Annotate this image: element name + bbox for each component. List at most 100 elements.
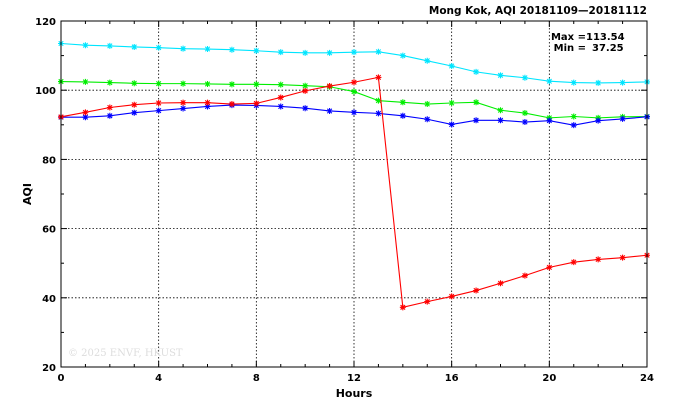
data-point (546, 264, 553, 271)
data-point (546, 117, 553, 124)
data-point (180, 105, 187, 112)
data-point (155, 44, 162, 51)
data-point (424, 298, 431, 305)
data-point (155, 107, 162, 114)
data-point (180, 99, 187, 106)
data-point (277, 103, 284, 110)
data-point (204, 46, 211, 53)
data-point (473, 117, 480, 124)
data-point (351, 49, 357, 56)
data-point (131, 101, 138, 108)
chart-title: Mong Kok, AQI 20181109—20181112 (429, 5, 647, 17)
data-point (302, 87, 309, 94)
data-point (424, 101, 431, 108)
data-point (351, 79, 357, 86)
data-point (424, 57, 431, 64)
data-point (375, 110, 382, 117)
y-tick-label: 60 (42, 225, 56, 236)
x-tick-label: 16 (445, 373, 459, 384)
y-tick-label: 120 (35, 17, 56, 28)
data-point (375, 97, 382, 104)
x-tick-label: 8 (253, 373, 260, 384)
data-point (521, 74, 528, 81)
data-point (302, 49, 309, 56)
data-point (131, 80, 138, 87)
y-tick-label: 100 (35, 86, 56, 97)
data-point (277, 94, 284, 101)
data-point (570, 122, 577, 129)
data-point (82, 78, 89, 85)
max-label: Max = (551, 32, 586, 43)
data-point (546, 78, 553, 85)
data-point (619, 115, 626, 122)
data-point (570, 113, 577, 120)
data-point (253, 100, 260, 107)
y-tick-label: 80 (42, 155, 56, 166)
data-point (106, 79, 113, 86)
data-point (521, 110, 528, 117)
data-point (204, 99, 211, 106)
data-point (253, 47, 260, 54)
data-point (595, 79, 602, 86)
data-point (326, 49, 333, 56)
data-point (131, 43, 138, 50)
data-point (473, 68, 480, 75)
axis-ticks: 0 4 8 12 16 20 24 20 40 60 80 100 120 (35, 17, 654, 384)
data-point (106, 112, 113, 119)
plot-grid (61, 21, 647, 367)
y-tick-label: 40 (42, 294, 56, 305)
data-point (155, 80, 162, 87)
data-point (570, 79, 577, 86)
data-point (448, 293, 455, 300)
series-layer (58, 40, 650, 311)
x-tick-label: 24 (640, 373, 654, 384)
data-point (82, 42, 89, 49)
data-point (302, 105, 309, 112)
data-point (375, 48, 382, 55)
x-tick-label: 0 (58, 373, 65, 384)
data-point (497, 72, 504, 79)
data-point (619, 79, 626, 86)
data-point (595, 256, 602, 263)
data-point (106, 104, 113, 111)
series-3 (58, 74, 650, 311)
data-point (497, 117, 504, 124)
data-point (595, 117, 602, 124)
data-point (228, 81, 235, 88)
y-axis-label: AQI (21, 183, 34, 205)
data-point (521, 119, 528, 126)
data-point (448, 62, 455, 69)
data-point (302, 82, 309, 89)
data-point (473, 287, 480, 294)
x-axis-label: Hours (336, 387, 373, 400)
data-point (399, 99, 406, 106)
data-point (228, 46, 235, 53)
data-point (399, 52, 406, 59)
data-point (448, 100, 455, 107)
data-point (131, 109, 138, 116)
data-point (351, 109, 357, 116)
data-point (399, 112, 406, 119)
data-point (180, 45, 187, 52)
data-point (448, 121, 455, 128)
data-point (473, 99, 480, 106)
data-point (399, 304, 406, 311)
data-point (497, 280, 504, 287)
data-point (277, 81, 284, 88)
data-point (106, 42, 113, 49)
data-point (82, 109, 89, 116)
x-tick-label: 4 (155, 373, 162, 384)
data-point (253, 81, 260, 88)
min-value: 37.25 (592, 43, 624, 54)
x-tick-label: 20 (542, 373, 556, 384)
x-tick-label: 12 (347, 373, 361, 384)
data-point (155, 100, 162, 107)
data-point (497, 107, 504, 114)
data-point (204, 103, 211, 110)
watermark: © 2025 ENVF, HKUST (68, 348, 183, 359)
data-point (326, 83, 333, 90)
data-point (326, 107, 333, 114)
data-point (570, 259, 577, 266)
data-point (82, 114, 89, 121)
